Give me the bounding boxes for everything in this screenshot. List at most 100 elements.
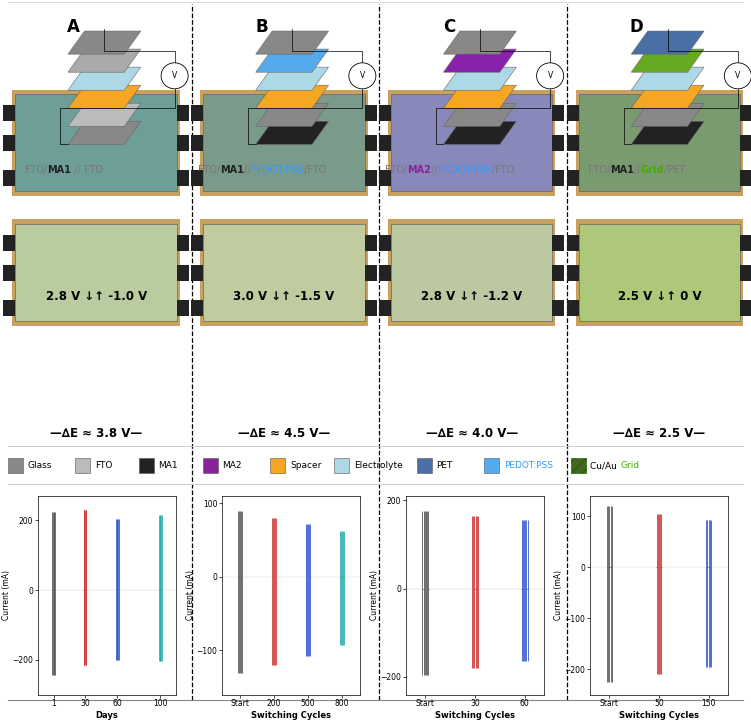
Text: —∆E ≈ 2.5 V—: —∆E ≈ 2.5 V— [614, 427, 705, 440]
Text: PET: PET [436, 461, 453, 470]
Bar [191, 235, 204, 251]
Text: FTO/: FTO/ [588, 165, 611, 175]
FancyBboxPatch shape [200, 90, 368, 196]
Bar [365, 170, 377, 186]
Text: //: // [431, 165, 438, 175]
Polygon shape [255, 67, 329, 90]
Bar [379, 170, 391, 186]
FancyBboxPatch shape [391, 94, 553, 191]
Bar [567, 235, 578, 251]
Bar [177, 300, 189, 316]
FancyBboxPatch shape [575, 219, 743, 326]
Polygon shape [68, 31, 140, 54]
Polygon shape [443, 85, 517, 108]
Bar [75, 458, 90, 473]
Polygon shape [632, 49, 704, 72]
Bar [567, 300, 578, 316]
FancyBboxPatch shape [388, 219, 555, 326]
Text: FTO/: FTO/ [385, 165, 408, 175]
Text: //: // [243, 165, 250, 175]
Polygon shape [443, 31, 517, 54]
Text: PEDOT:PSS: PEDOT:PSS [250, 165, 303, 175]
FancyBboxPatch shape [13, 90, 180, 196]
Text: Spacer: Spacer [290, 461, 321, 470]
FancyBboxPatch shape [16, 224, 177, 321]
Bar [567, 265, 578, 281]
Text: 2.8 V ↓↑ -1.2 V: 2.8 V ↓↑ -1.2 V [421, 290, 522, 303]
Bar [191, 300, 204, 316]
Text: PEDOT:PSS: PEDOT:PSS [504, 461, 553, 470]
Text: C: C [443, 18, 455, 36]
Text: MA1: MA1 [611, 165, 634, 175]
Bar [740, 235, 751, 251]
Text: V: V [172, 71, 177, 80]
Polygon shape [68, 85, 140, 108]
Bar [740, 170, 751, 186]
Text: 2.8 V ↓↑ -1.0 V: 2.8 V ↓↑ -1.0 V [46, 290, 146, 303]
FancyBboxPatch shape [16, 94, 177, 191]
Bar [379, 105, 391, 121]
Bar [484, 458, 499, 473]
Bar [191, 170, 204, 186]
Bar [379, 235, 391, 251]
FancyBboxPatch shape [391, 224, 553, 321]
Y-axis label: Current (mA): Current (mA) [370, 570, 379, 620]
FancyBboxPatch shape [578, 94, 740, 191]
Polygon shape [255, 85, 329, 108]
Bar [553, 105, 565, 121]
Bar [365, 265, 377, 281]
Text: Grid: Grid [620, 461, 639, 470]
Polygon shape [68, 121, 140, 144]
FancyBboxPatch shape [578, 224, 740, 321]
Bar [191, 265, 204, 281]
FancyBboxPatch shape [575, 90, 743, 196]
Bar [203, 458, 218, 473]
FancyBboxPatch shape [200, 219, 368, 326]
Text: 3.0 V ↓↑ -1.5 V: 3.0 V ↓↑ -1.5 V [234, 290, 334, 303]
Y-axis label: Current (mA): Current (mA) [186, 570, 195, 620]
Bar [177, 105, 189, 121]
X-axis label: Switching Cycles: Switching Cycles [619, 710, 699, 720]
Text: FTO: FTO [83, 165, 103, 175]
X-axis label: Switching Cycles: Switching Cycles [251, 710, 331, 720]
Polygon shape [255, 31, 329, 54]
Text: /PET: /PET [664, 165, 685, 175]
Text: A: A [67, 18, 80, 36]
Polygon shape [68, 67, 140, 90]
Y-axis label: Current (mA): Current (mA) [554, 570, 563, 620]
Text: —∆E ≈ 4.5 V—: —∆E ≈ 4.5 V— [238, 427, 330, 440]
Bar [177, 265, 189, 281]
Bar [740, 105, 751, 121]
Bar [177, 136, 189, 152]
Bar [334, 458, 349, 473]
Polygon shape [632, 67, 704, 90]
Text: Cu/Au: Cu/Au [590, 461, 620, 470]
Bar [8, 458, 23, 473]
Text: PEDOT:PSS: PEDOT:PSS [438, 165, 491, 175]
Text: V: V [547, 71, 553, 80]
Bar [177, 170, 189, 186]
Text: V: V [360, 71, 365, 80]
Polygon shape [255, 121, 329, 144]
Bar [553, 300, 565, 316]
Text: FTO: FTO [95, 461, 112, 470]
Bar [417, 458, 432, 473]
Bar [365, 105, 377, 121]
Bar [567, 136, 578, 152]
Bar [567, 105, 578, 121]
Text: /FTO: /FTO [303, 165, 326, 175]
Bar [4, 300, 16, 316]
Bar [365, 300, 377, 316]
Bar [553, 136, 565, 152]
Y-axis label: Current (mA): Current (mA) [2, 570, 11, 620]
Bar [191, 136, 204, 152]
Text: —∆E ≈ 4.0 V—: —∆E ≈ 4.0 V— [426, 427, 517, 440]
Polygon shape [443, 67, 517, 90]
Polygon shape [255, 49, 329, 72]
Bar [4, 105, 16, 121]
Polygon shape [632, 31, 704, 54]
Text: MA1: MA1 [47, 165, 71, 175]
Text: —∆E ≈ 3.8 V—: —∆E ≈ 3.8 V— [50, 427, 142, 440]
Polygon shape [443, 49, 517, 72]
Text: //: // [71, 165, 83, 175]
